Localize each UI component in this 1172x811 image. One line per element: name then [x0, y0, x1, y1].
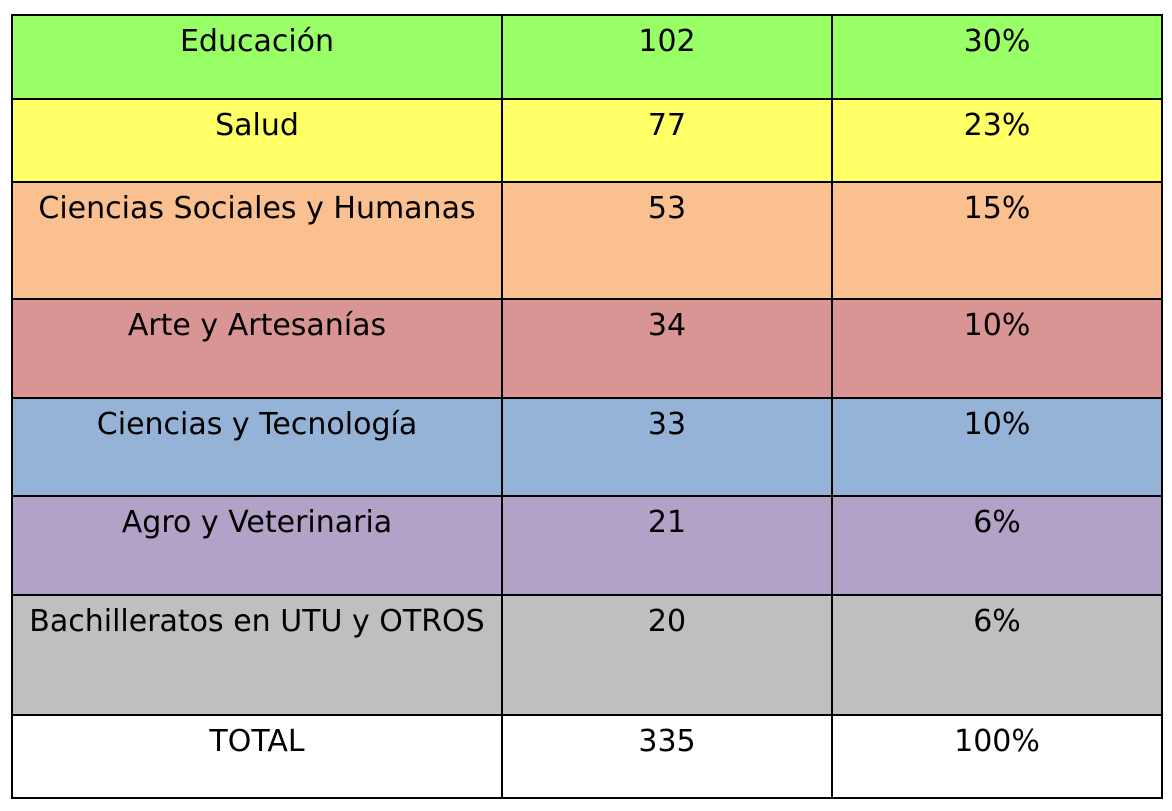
count-cell: 34: [501, 298, 833, 399]
count-cell: 335: [501, 714, 833, 799]
percent-cell: 10%: [831, 397, 1163, 497]
table-row-ciencias-sociales: Ciencias Sociales y Humanas 53 15%: [11, 181, 1163, 300]
percent-cell: 10%: [831, 298, 1163, 399]
table-row-ciencias-tecnologia: Ciencias y Tecnología 33 10%: [11, 397, 1163, 497]
percent-cell: 23%: [831, 98, 1163, 183]
table-row-arte: Arte y Artesanías 34 10%: [11, 298, 1163, 399]
category-cell: Ciencias Sociales y Humanas: [11, 181, 503, 300]
table-row-bachilleratos: Bachilleratos en UTU y OTROS 20 6%: [11, 594, 1163, 716]
percent-cell: 6%: [831, 495, 1163, 596]
percent-cell: 100%: [831, 714, 1163, 799]
category-cell: TOTAL: [11, 714, 503, 799]
count-cell: 20: [501, 594, 833, 716]
category-cell: Bachilleratos en UTU y OTROS: [11, 594, 503, 716]
count-cell: 21: [501, 495, 833, 596]
table-row-total: TOTAL 335 100%: [11, 714, 1163, 799]
table-row-salud: Salud 77 23%: [11, 98, 1163, 183]
count-cell: 102: [501, 14, 833, 100]
percent-cell: 15%: [831, 181, 1163, 300]
category-cell: Arte y Artesanías: [11, 298, 503, 399]
data-table: Educación 102 30% Salud 77 23% Ciencias …: [11, 14, 1163, 799]
percent-cell: 30%: [831, 14, 1163, 100]
category-cell: Agro y Veterinaria: [11, 495, 503, 596]
category-cell: Ciencias y Tecnología: [11, 397, 503, 497]
category-cell: Salud: [11, 98, 503, 183]
table-row-agro: Agro y Veterinaria 21 6%: [11, 495, 1163, 596]
count-cell: 53: [501, 181, 833, 300]
count-cell: 33: [501, 397, 833, 497]
percent-cell: 6%: [831, 594, 1163, 716]
table-row-educacion: Educación 102 30%: [11, 14, 1163, 100]
category-cell: Educación: [11, 14, 503, 100]
count-cell: 77: [501, 98, 833, 183]
